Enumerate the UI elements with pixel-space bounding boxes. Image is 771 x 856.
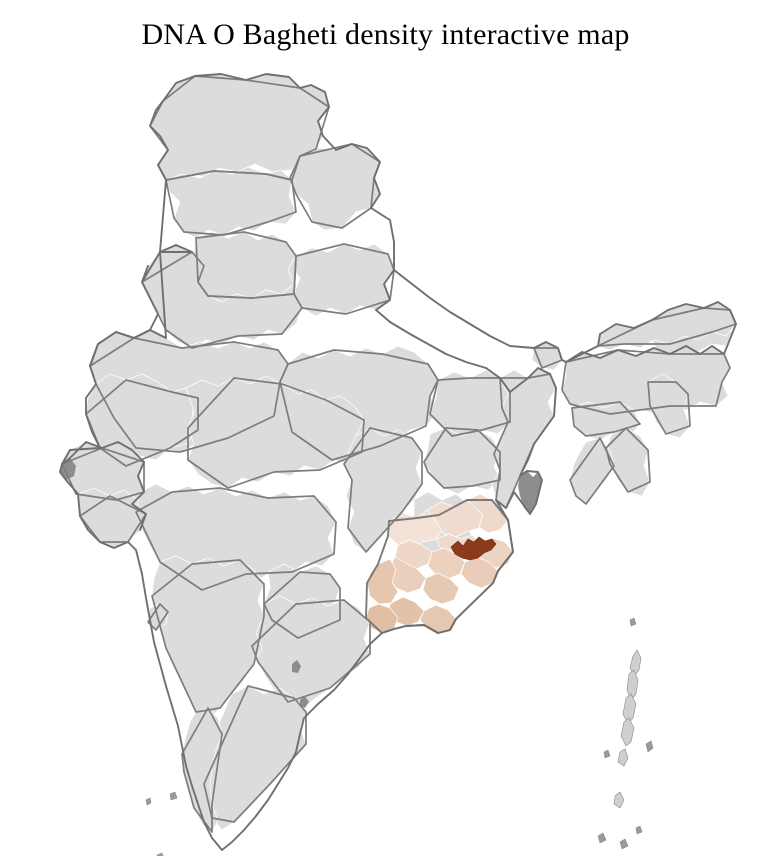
island-shape[interactable] (619, 838, 629, 850)
map-svg[interactable] (0, 52, 771, 856)
india-choropleth-map[interactable] (0, 52, 771, 856)
country-boundary (375, 269, 557, 393)
district-shape[interactable] (165, 166, 297, 239)
state-boundary (89, 337, 289, 453)
state-boundary (85, 379, 199, 467)
island-shape[interactable] (603, 749, 611, 759)
district-shape[interactable] (423, 427, 501, 495)
state-boundary (187, 377, 365, 489)
odisha-district[interactable] (466, 493, 509, 534)
coastal-dark-spot (300, 696, 309, 708)
island-shape[interactable] (613, 791, 625, 809)
state-boundary (561, 349, 731, 415)
lakshadweep-islands[interactable] (145, 791, 178, 856)
island-shape[interactable] (597, 832, 607, 844)
state-boundary (147, 603, 169, 631)
state-boundary (647, 381, 691, 435)
india-national-outline (59, 73, 737, 851)
island-shape[interactable] (626, 669, 639, 701)
island-shape[interactable] (629, 649, 642, 677)
islet-shape[interactable] (145, 797, 152, 806)
state-boundary (203, 685, 307, 823)
state-boundary (251, 599, 371, 703)
state-boundary (423, 427, 501, 489)
peak-density-district[interactable] (450, 536, 497, 561)
state-boundary (135, 487, 337, 591)
country-boundary (59, 441, 514, 851)
island-shape[interactable] (645, 740, 654, 753)
page-title: DNA O Bagheti density interactive map (141, 18, 630, 51)
country-boundary (61, 100, 169, 465)
islet-shape[interactable] (156, 852, 164, 856)
island-shape[interactable] (635, 825, 643, 835)
district-shape[interactable] (289, 143, 381, 231)
state-boundary (151, 559, 265, 713)
island-shape[interactable] (617, 748, 629, 767)
islet-shape[interactable] (169, 791, 178, 801)
island-shape[interactable] (622, 693, 637, 725)
odisha-district[interactable] (427, 547, 466, 580)
state-boundary (165, 170, 297, 236)
state-boundary (343, 427, 423, 553)
state-boundary (141, 251, 303, 349)
state-boundary (605, 427, 651, 493)
state-boundary (279, 349, 439, 461)
base-districts-layer (61, 73, 737, 833)
country-boundary (495, 387, 557, 515)
state-boundary (571, 401, 641, 437)
island-shape[interactable] (629, 617, 637, 627)
state-boundary (181, 707, 223, 833)
odisha-district[interactable] (422, 572, 460, 605)
district-shape[interactable] (289, 243, 395, 317)
coastal-dark-spot (292, 660, 301, 673)
state-boundary (429, 377, 511, 437)
district-shape[interactable] (193, 231, 297, 303)
state-boundary (569, 437, 615, 505)
island-shape[interactable] (620, 717, 635, 747)
andaman-nicobar-islands[interactable] (597, 617, 654, 850)
country-boundary (162, 73, 737, 363)
